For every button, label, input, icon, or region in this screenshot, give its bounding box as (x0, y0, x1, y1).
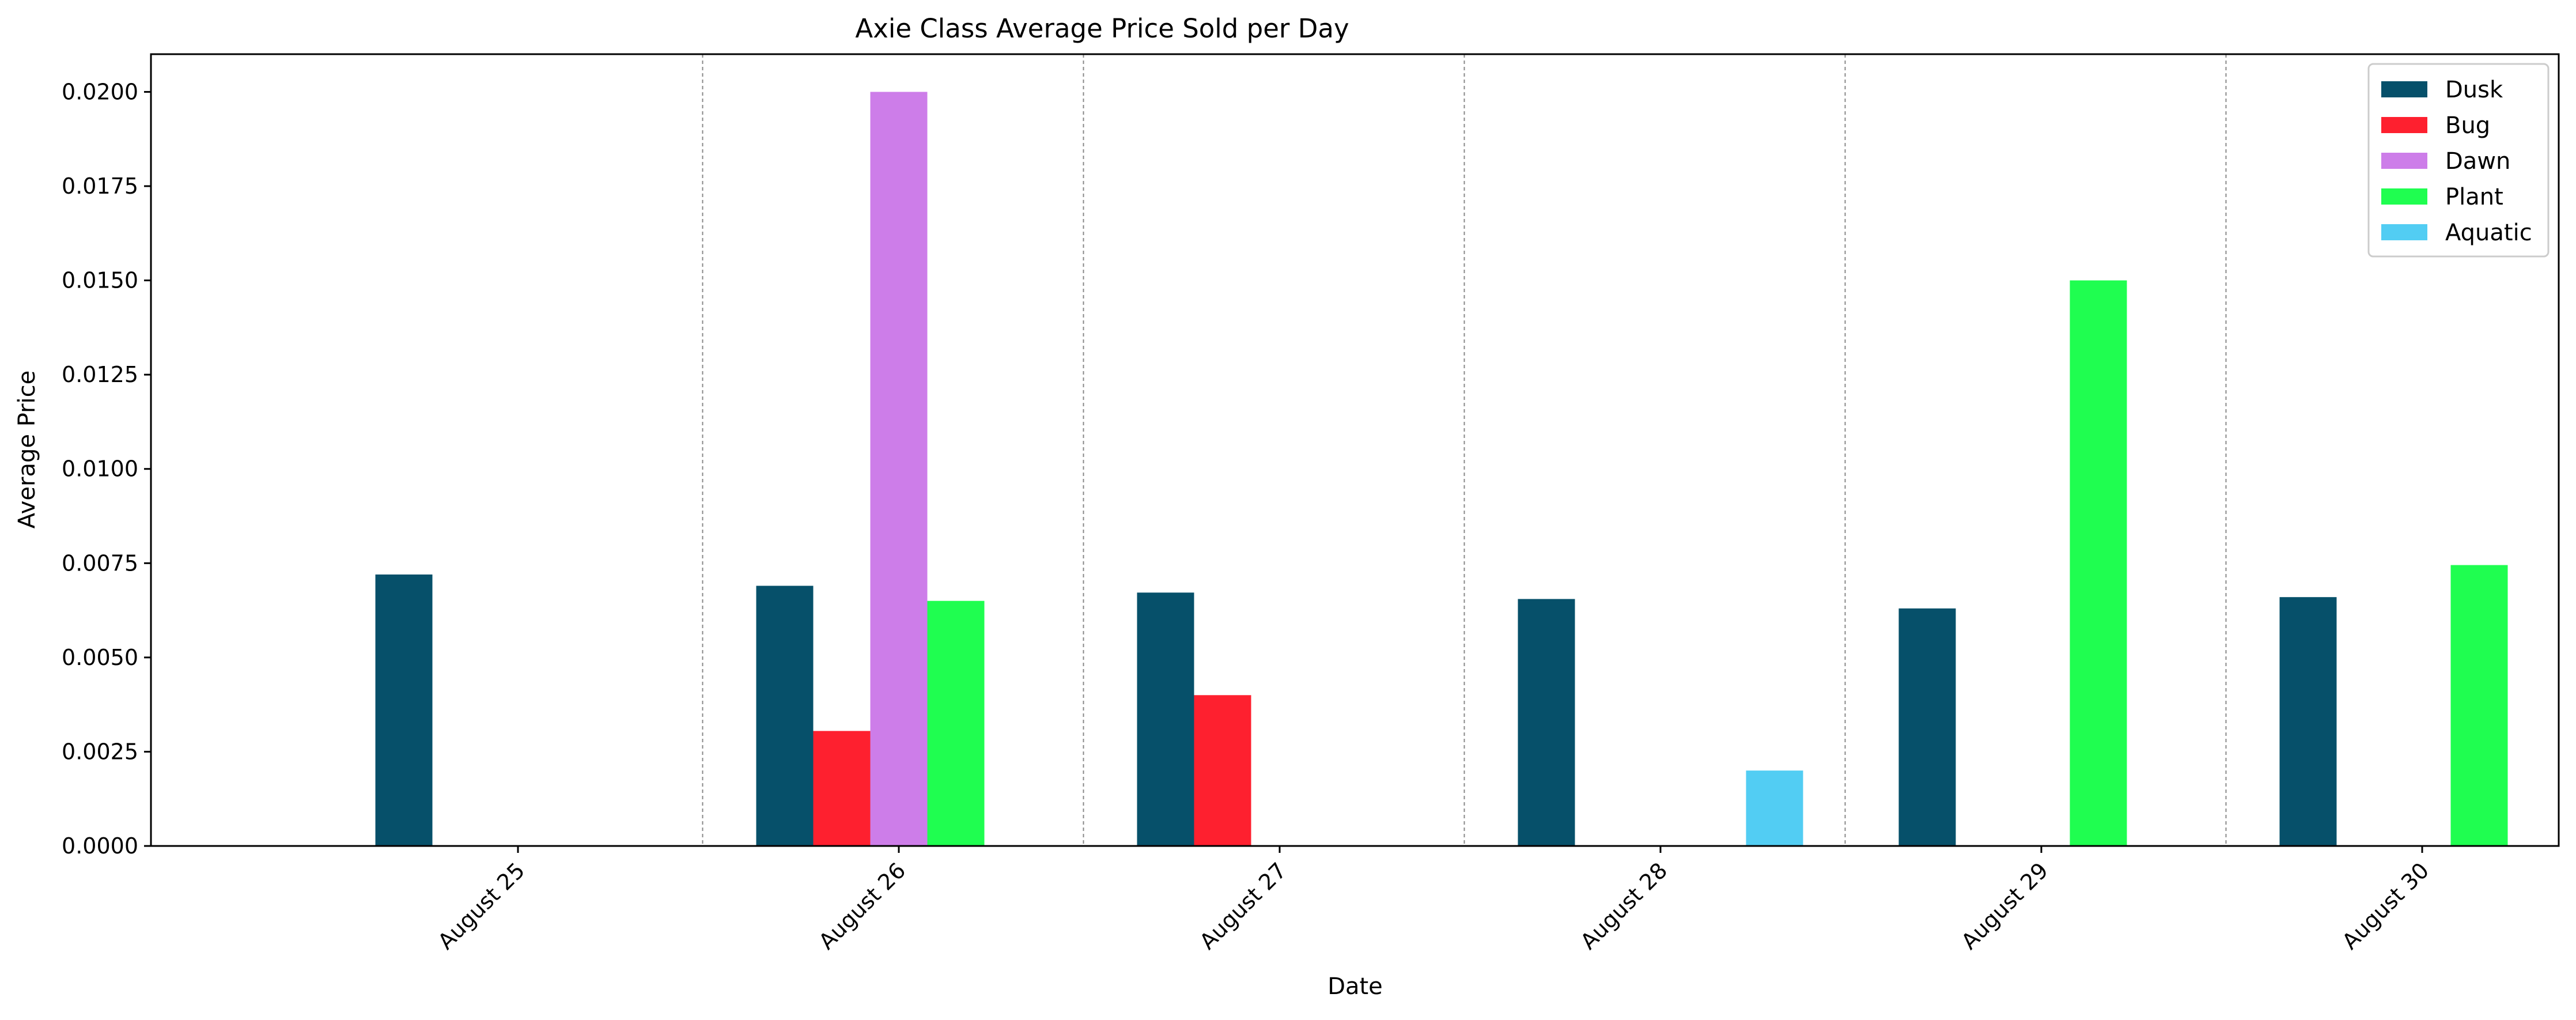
y-tick-label: 0.0025 (62, 739, 138, 764)
chart-title: Axie Class Average Price Sold per Day (855, 13, 1349, 44)
legend-swatch-plant (2381, 188, 2427, 205)
plot-frame (150, 53, 2560, 847)
legend-swatch-aquatic (2381, 224, 2427, 240)
legend-swatch-dawn (2381, 153, 2427, 169)
bar-plant-5 (2070, 280, 2127, 847)
bar-dusk-2 (756, 585, 814, 846)
y-tick-label: 0.0125 (62, 362, 138, 387)
bar-bug-3 (1194, 695, 1251, 846)
bar-aquatic-4 (1746, 770, 1803, 846)
legend-label-aquatic: Aquatic (2445, 220, 2532, 246)
bar-plant-6 (2450, 565, 2508, 846)
bar-dusk-4 (1518, 599, 1575, 846)
bar-dawn-2 (870, 92, 928, 846)
y-tick-label: 0.0075 (62, 550, 138, 576)
y-axis-label: Average Price (14, 371, 40, 529)
bar-plant-2 (927, 600, 985, 846)
legend-label-plant: Plant (2445, 184, 2503, 210)
bar-bug-2 (813, 731, 871, 846)
y-tick-label: 0.0200 (62, 79, 138, 104)
legend-label-dawn: Dawn (2445, 148, 2510, 175)
legend-swatch-bug (2381, 117, 2427, 133)
y-tick-label: 0.0175 (62, 173, 138, 199)
legend-label-bug: Bug (2445, 112, 2490, 139)
y-tick-label: 0.0150 (62, 268, 138, 293)
x-axis-label: Date (1327, 973, 1383, 1000)
legend-box (2367, 63, 2549, 258)
y-tick-label: 0.0100 (62, 456, 138, 482)
bar-dusk-1 (375, 574, 433, 846)
y-tick-label: 0.0000 (62, 833, 138, 859)
legend: Dusk Bug Dawn Plant Aquatic (2367, 63, 2549, 258)
bar-dusk-5 (1898, 608, 1956, 846)
bar-dusk-3 (1137, 592, 1194, 846)
y-tick-label: 0.0050 (62, 645, 138, 670)
legend-label-dusk: Dusk (2445, 77, 2503, 103)
bar-dusk-6 (2279, 597, 2337, 846)
legend-swatch-dusk (2381, 81, 2427, 97)
